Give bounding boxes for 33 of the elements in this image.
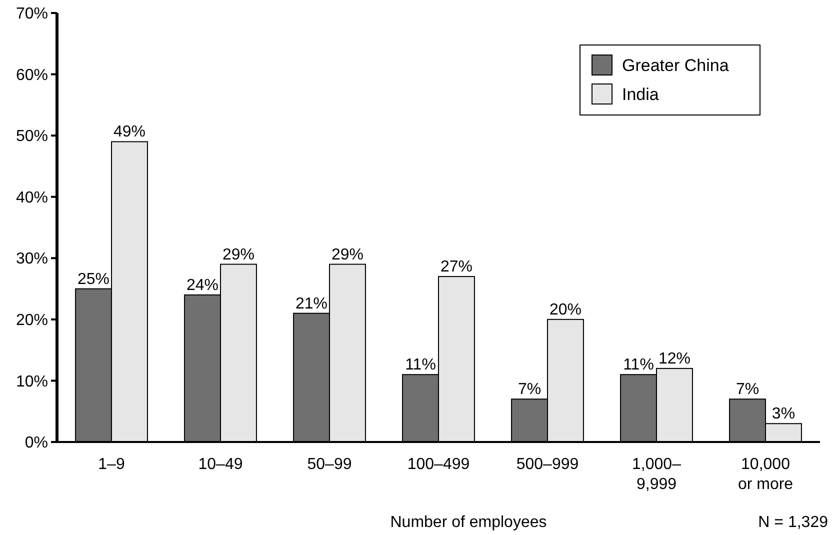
data-label: 12% [658,350,690,368]
y-tick-label: 10% [16,373,48,390]
data-label: 11% [405,356,436,374]
x-tick-label: 50–99 [307,456,352,473]
data-label: 29% [331,246,364,264]
legend-label: India [622,84,660,104]
x-tick-label: 10,000 or more [738,456,794,493]
x-tick-label: 10–49 [198,456,243,473]
data-label: 7% [518,381,542,398]
data-label: 21% [296,295,328,312]
y-tick-label: 40% [16,189,48,206]
data-label: 20% [549,301,582,318]
y-tick-label: 70% [16,6,48,23]
data-label: 3% [772,406,796,423]
x-tick-label: 1–9 [98,456,125,473]
y-tick-label: 20% [16,312,48,330]
data-label: 25% [78,270,110,288]
y-tick-label: 50% [16,128,48,146]
data-label: 24% [186,276,219,294]
legend-label: Greater China [622,56,730,75]
y-tick-label: 60% [16,66,48,84]
x-tick-label: 500–999 [516,456,579,473]
x-tick-label: 1,000– 9,999 [632,456,682,493]
data-label: 11% [623,356,654,374]
text: N = 1,329 [758,514,828,531]
data-label: 27% [440,258,472,276]
data-label: 49% [113,124,146,141]
x-tick-label: 100–499 [407,456,470,473]
data-label: 29% [222,246,254,264]
x-axis-title: Number of employees [390,514,547,531]
y-tick-label: 0% [24,434,48,452]
data-label: 7% [736,381,760,398]
y-tick-label: 30% [16,250,48,268]
